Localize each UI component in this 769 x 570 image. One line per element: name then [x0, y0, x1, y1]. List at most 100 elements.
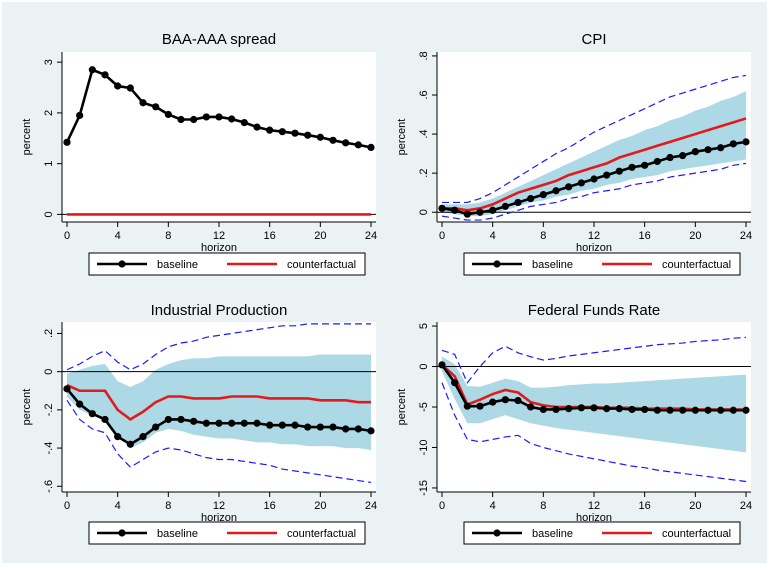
x-tick-label: 4	[490, 500, 496, 512]
baseline-point	[438, 204, 446, 212]
x-tick-label: 16	[639, 500, 651, 512]
baseline-point	[451, 379, 459, 387]
baseline-point	[577, 404, 585, 412]
baseline-point	[539, 405, 547, 414]
baseline-point	[342, 425, 350, 433]
legend-label-baseline: baseline	[532, 259, 573, 271]
baseline-point	[628, 163, 636, 171]
legend-baseline-marker	[118, 260, 126, 268]
baseline-point	[76, 111, 84, 120]
baseline-point	[463, 402, 471, 410]
x-tick-label: 8	[540, 500, 546, 512]
baseline-point	[304, 423, 312, 431]
x-tick-label: 12	[213, 230, 225, 242]
chart-title: Industrial Production	[151, 302, 288, 319]
legend: baseline counterfactual	[463, 252, 741, 276]
y-tick-label: -5	[418, 402, 430, 412]
baseline-point	[101, 415, 109, 424]
baseline-point	[729, 406, 737, 414]
baseline-point	[691, 148, 699, 156]
y-tick-label: -15	[418, 480, 430, 496]
y-tick-label: 1	[43, 161, 55, 167]
baseline-point	[679, 406, 687, 414]
baseline-point	[628, 405, 636, 414]
y-tick-label: -.6	[43, 480, 55, 493]
baseline-point	[304, 131, 312, 139]
legend-label-counterfactual: counterfactual	[287, 259, 356, 271]
baseline-point	[704, 406, 712, 414]
y-tick-label: 2	[43, 110, 55, 116]
legend: baseline counterfactual	[88, 521, 366, 545]
baseline-point	[202, 419, 210, 427]
baseline-point	[489, 206, 497, 214]
y-tick-label: -.4	[43, 442, 55, 455]
x-tick-label: 24	[740, 230, 752, 242]
baseline-point	[717, 406, 725, 414]
baseline-point	[717, 144, 725, 152]
y-tick-label: .4	[418, 129, 430, 138]
baseline-point	[742, 406, 750, 414]
x-tick-label: 16	[639, 230, 651, 242]
baseline-point	[329, 136, 337, 144]
baseline-point	[527, 194, 535, 203]
x-tick-label: 20	[689, 230, 701, 242]
series-line-counterfactual	[66, 383, 371, 421]
x-tick-label: 16	[264, 500, 276, 512]
x-tick-label: 20	[314, 230, 326, 242]
baseline-point	[316, 423, 324, 431]
panel-2: CPI 0 .2 .4 .6 .8 percent 0 4 8 12 16 20 24 horizonbas…	[396, 31, 752, 276]
baseline-point	[451, 206, 459, 214]
x-tick-label: 0	[439, 500, 445, 512]
baseline-point	[367, 427, 375, 435]
baseline-point	[666, 153, 674, 162]
baseline-point	[228, 115, 236, 123]
y-tick-label: 0	[418, 209, 430, 215]
baseline-point	[278, 421, 286, 429]
baseline-point	[615, 167, 623, 175]
x-axis-label: horizon	[201, 512, 237, 524]
baseline-point	[253, 419, 261, 427]
baseline-point	[552, 405, 560, 414]
baseline-point	[742, 138, 750, 146]
chart-title: BAA-AAA spread	[162, 31, 276, 48]
baseline-point	[552, 187, 560, 195]
legend-baseline-marker	[493, 260, 501, 268]
baseline-point	[603, 171, 611, 179]
baseline-point	[565, 183, 573, 191]
baseline-point	[653, 157, 661, 166]
x-tick-label: 12	[588, 230, 600, 242]
baseline-point	[177, 115, 185, 124]
lower-ci-line	[441, 382, 747, 483]
lower-ci-line	[441, 162, 747, 221]
x-tick-label: 20	[314, 500, 326, 512]
baseline-point	[164, 110, 172, 119]
y-tick-label: -.2	[43, 403, 55, 416]
x-tick-label: 24	[365, 230, 377, 242]
baseline-point	[514, 198, 522, 207]
x-tick-label: 24	[365, 500, 377, 512]
baseline-point	[316, 133, 324, 141]
baseline-point	[463, 210, 471, 218]
baseline-point	[139, 433, 147, 441]
x-tick-label: 4	[115, 230, 121, 242]
baseline-point	[228, 419, 236, 427]
baseline-point	[291, 421, 299, 429]
baseline-point	[615, 405, 623, 413]
baseline-point	[514, 396, 522, 405]
x-tick-label: 20	[689, 500, 701, 512]
baseline-point	[177, 415, 185, 424]
baseline-point	[641, 161, 649, 169]
baseline-point	[476, 208, 484, 216]
x-tick-label: 12	[588, 500, 600, 512]
x-axis-label: horizon	[201, 242, 237, 254]
baseline-point	[240, 118, 248, 127]
y-tick-label: 3	[43, 59, 55, 65]
y-axis-label: percent	[396, 389, 408, 426]
x-tick-label: 8	[165, 500, 171, 512]
x-tick-label: 8	[540, 230, 546, 242]
baseline-point	[653, 406, 661, 414]
baseline-point	[101, 71, 109, 79]
